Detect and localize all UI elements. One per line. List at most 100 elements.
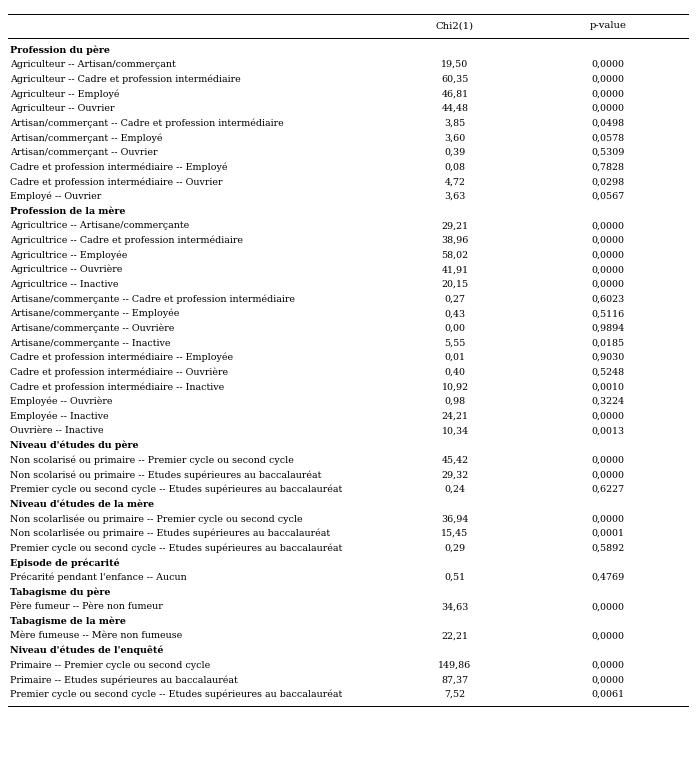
Text: Niveau d'études du père: Niveau d'études du père bbox=[10, 441, 139, 450]
Text: 0,0013: 0,0013 bbox=[592, 427, 624, 435]
Text: 19,50: 19,50 bbox=[441, 60, 468, 69]
Text: Primaire -- Premier cycle ou second cycle: Primaire -- Premier cycle ou second cycl… bbox=[10, 661, 210, 669]
Text: 5,55: 5,55 bbox=[444, 338, 466, 348]
Text: Artisan/commerçant -- Employé: Artisan/commerçant -- Employé bbox=[10, 133, 162, 143]
Text: Agricultrice -- Artisane/commerçante: Agricultrice -- Artisane/commerçante bbox=[10, 222, 189, 230]
Text: 0,51: 0,51 bbox=[445, 573, 466, 582]
Text: 0,6227: 0,6227 bbox=[592, 485, 624, 494]
Text: Cadre et profession intermédiaire -- Ouvrier: Cadre et profession intermédiaire -- Ouv… bbox=[10, 177, 223, 186]
Text: 10,34: 10,34 bbox=[441, 427, 468, 435]
Text: Episode de précarité: Episode de précarité bbox=[10, 558, 120, 568]
Text: 3,85: 3,85 bbox=[444, 119, 466, 128]
Text: 0,0000: 0,0000 bbox=[592, 602, 624, 612]
Text: Premier cycle ou second cycle -- Etudes supérieures au baccalauréat: Premier cycle ou second cycle -- Etudes … bbox=[10, 690, 342, 699]
Text: Niveau d'études de la mère: Niveau d'études de la mère bbox=[10, 500, 154, 509]
Text: Père fumeur -- Père non fumeur: Père fumeur -- Père non fumeur bbox=[10, 602, 163, 612]
Text: Précarité pendant l'enfance -- Aucun: Précarité pendant l'enfance -- Aucun bbox=[10, 572, 187, 582]
Text: 36,94: 36,94 bbox=[441, 514, 468, 523]
Text: Cadre et profession intermédiaire -- Employé: Cadre et profession intermédiaire -- Emp… bbox=[10, 162, 228, 172]
Text: 0,0578: 0,0578 bbox=[592, 133, 624, 143]
Text: 0,0185: 0,0185 bbox=[592, 338, 624, 348]
Text: 0,0000: 0,0000 bbox=[592, 89, 624, 99]
Text: Artisan/commerçant -- Ouvrier: Artisan/commerçant -- Ouvrier bbox=[10, 148, 157, 157]
Text: Artisan/commerçant -- Cadre et profession intermédiaire: Artisan/commerçant -- Cadre et professio… bbox=[10, 118, 284, 128]
Text: 0,5892: 0,5892 bbox=[592, 543, 624, 553]
Text: 0,9030: 0,9030 bbox=[592, 353, 624, 363]
Text: 0,0061: 0,0061 bbox=[592, 690, 624, 699]
Text: Employée -- Inactive: Employée -- Inactive bbox=[10, 412, 109, 421]
Text: Cadre et profession intermédiaire -- Employée: Cadre et profession intermédiaire -- Emp… bbox=[10, 353, 233, 363]
Text: Employé -- Ouvrier: Employé -- Ouvrier bbox=[10, 192, 101, 201]
Text: 0,0000: 0,0000 bbox=[592, 676, 624, 684]
Text: 60,35: 60,35 bbox=[441, 75, 468, 84]
Text: Agricultrice -- Inactive: Agricultrice -- Inactive bbox=[10, 280, 118, 289]
Text: Chi2(1): Chi2(1) bbox=[436, 21, 474, 31]
Text: 41,91: 41,91 bbox=[441, 265, 468, 274]
Text: 0,4769: 0,4769 bbox=[592, 573, 624, 582]
Text: 0,0000: 0,0000 bbox=[592, 251, 624, 260]
Text: Agriculteur -- Artisan/commerçant: Agriculteur -- Artisan/commerçant bbox=[10, 60, 176, 69]
Text: 0,0498: 0,0498 bbox=[592, 119, 624, 128]
Text: 34,63: 34,63 bbox=[441, 602, 468, 612]
Text: Premier cycle ou second cycle -- Etudes supérieures au baccalauréat: Premier cycle ou second cycle -- Etudes … bbox=[10, 543, 342, 553]
Text: p-value: p-value bbox=[590, 21, 626, 31]
Text: Niveau d'études de l'enquêté: Niveau d'études de l'enquêté bbox=[10, 646, 164, 655]
Text: Tabagisme du père: Tabagisme du père bbox=[10, 587, 111, 597]
Text: 15,45: 15,45 bbox=[441, 529, 468, 538]
Text: Non scolarisé ou primaire -- Premier cycle ou second cycle: Non scolarisé ou primaire -- Premier cyc… bbox=[10, 456, 294, 465]
Text: 0,08: 0,08 bbox=[445, 163, 466, 171]
Text: 0,0000: 0,0000 bbox=[592, 104, 624, 113]
Text: 0,0000: 0,0000 bbox=[592, 60, 624, 69]
Text: 38,96: 38,96 bbox=[441, 236, 468, 245]
Text: Artisane/commerçante -- Inactive: Artisane/commerçante -- Inactive bbox=[10, 338, 171, 348]
Text: Profession du père: Profession du père bbox=[10, 45, 110, 55]
Text: 29,32: 29,32 bbox=[441, 471, 468, 479]
Text: Non scolarlisée ou primaire -- Etudes supérieures au baccalauréat: Non scolarlisée ou primaire -- Etudes su… bbox=[10, 529, 330, 538]
Text: 0,40: 0,40 bbox=[445, 368, 466, 377]
Text: 3,63: 3,63 bbox=[444, 192, 466, 201]
Text: 45,42: 45,42 bbox=[441, 456, 468, 464]
Text: Artisane/commerçante -- Ouvrière: Artisane/commerçante -- Ouvrière bbox=[10, 323, 175, 333]
Text: 0,29: 0,29 bbox=[445, 543, 466, 553]
Text: 87,37: 87,37 bbox=[441, 676, 468, 684]
Text: 0,5248: 0,5248 bbox=[592, 368, 624, 377]
Text: Non scolarisé ou primaire -- Etudes supérieures au baccalauréat: Non scolarisé ou primaire -- Etudes supé… bbox=[10, 470, 322, 480]
Text: 0,0000: 0,0000 bbox=[592, 661, 624, 669]
Text: Artisane/commerçante -- Cadre et profession intermédiaire: Artisane/commerçante -- Cadre et profess… bbox=[10, 294, 295, 304]
Text: Agricultrice -- Employée: Agricultrice -- Employée bbox=[10, 251, 127, 260]
Text: 0,0298: 0,0298 bbox=[592, 178, 624, 186]
Text: Mère fumeuse -- Mère non fumeuse: Mère fumeuse -- Mère non fumeuse bbox=[10, 632, 182, 640]
Text: 0,39: 0,39 bbox=[444, 148, 466, 157]
Text: 0,0010: 0,0010 bbox=[592, 382, 624, 392]
Text: Non scolarlisée ou primaire -- Premier cycle ou second cycle: Non scolarlisée ou primaire -- Premier c… bbox=[10, 514, 303, 524]
Text: 0,0001: 0,0001 bbox=[592, 529, 624, 538]
Text: 0,00: 0,00 bbox=[445, 324, 466, 333]
Text: 149,86: 149,86 bbox=[438, 661, 472, 669]
Text: 10,92: 10,92 bbox=[441, 382, 468, 392]
Text: Employée -- Ouvrière: Employée -- Ouvrière bbox=[10, 397, 113, 406]
Text: Profession de la mère: Profession de la mère bbox=[10, 207, 125, 215]
Text: Agricultrice -- Ouvrière: Agricultrice -- Ouvrière bbox=[10, 265, 122, 275]
Text: Agriculteur -- Employé: Agriculteur -- Employé bbox=[10, 89, 120, 99]
Text: 22,21: 22,21 bbox=[441, 632, 468, 640]
Text: 24,21: 24,21 bbox=[441, 412, 468, 420]
Text: 0,01: 0,01 bbox=[445, 353, 466, 363]
Text: 0,0000: 0,0000 bbox=[592, 222, 624, 230]
Text: 0,0000: 0,0000 bbox=[592, 456, 624, 464]
Text: Tabagisme de la mère: Tabagisme de la mère bbox=[10, 616, 126, 626]
Text: 7,52: 7,52 bbox=[445, 690, 466, 699]
Text: Artisane/commerçante -- Employée: Artisane/commerçante -- Employée bbox=[10, 309, 180, 319]
Text: 0,0000: 0,0000 bbox=[592, 280, 624, 289]
Text: Premier cycle ou second cycle -- Etudes supérieures au baccalauréat: Premier cycle ou second cycle -- Etudes … bbox=[10, 485, 342, 494]
Text: 0,5309: 0,5309 bbox=[592, 148, 625, 157]
Text: Agriculteur -- Ouvrier: Agriculteur -- Ouvrier bbox=[10, 104, 115, 113]
Text: Primaire -- Etudes supérieures au baccalauréat: Primaire -- Etudes supérieures au baccal… bbox=[10, 675, 238, 684]
Text: 0,98: 0,98 bbox=[445, 397, 466, 406]
Text: 46,81: 46,81 bbox=[441, 89, 468, 99]
Text: 0,9894: 0,9894 bbox=[592, 324, 624, 333]
Text: Cadre et profession intermédiaire -- Inactive: Cadre et profession intermédiaire -- Ina… bbox=[10, 382, 224, 392]
Text: 0,0000: 0,0000 bbox=[592, 236, 624, 245]
Text: 29,21: 29,21 bbox=[441, 222, 468, 230]
Text: 0,6023: 0,6023 bbox=[592, 294, 624, 304]
Text: 0,0000: 0,0000 bbox=[592, 412, 624, 420]
